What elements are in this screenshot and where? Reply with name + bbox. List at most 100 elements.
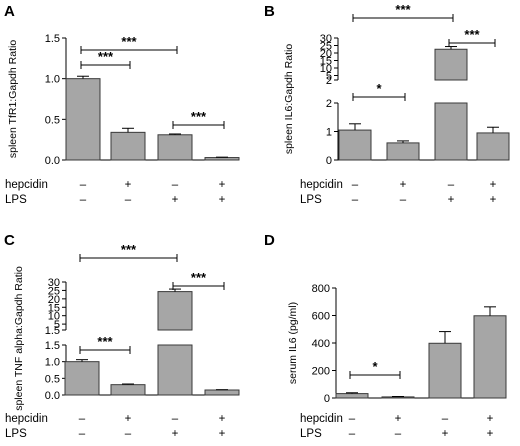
y-tick-label: 200 bbox=[312, 366, 330, 378]
condition-mark: – bbox=[125, 428, 132, 440]
y-tick-label: 1.0 bbox=[45, 74, 60, 86]
condition-label: hepcidin bbox=[300, 413, 343, 425]
significance-label: *** bbox=[395, 2, 411, 17]
condition-mark: – bbox=[448, 179, 455, 191]
significance-label: *** bbox=[98, 49, 114, 64]
significance-label: *** bbox=[121, 242, 137, 257]
bar bbox=[110, 384, 146, 396]
panel-letter: A bbox=[4, 3, 15, 20]
condition-mark: – bbox=[400, 194, 407, 206]
y-tick-label: 0 bbox=[326, 155, 332, 167]
bar bbox=[204, 157, 240, 161]
bar bbox=[428, 342, 462, 399]
condition-mark: – bbox=[79, 413, 86, 425]
condition-label: hepcidin bbox=[300, 179, 343, 191]
bar bbox=[476, 132, 510, 161]
condition-mark: – bbox=[352, 179, 359, 191]
significance-label: *** bbox=[191, 270, 207, 285]
condition-mark: + bbox=[219, 428, 226, 440]
condition-mark: – bbox=[442, 413, 449, 425]
y-tick-label: 2 bbox=[326, 98, 332, 110]
y-tick-label: 1.5 bbox=[45, 325, 60, 337]
y-tick-label: 0.0 bbox=[45, 155, 60, 167]
y-tick-label: 15 bbox=[48, 302, 60, 314]
condition-mark: + bbox=[172, 428, 179, 440]
condition-label: hepcidin bbox=[5, 179, 48, 191]
y-tick-label: 1 bbox=[326, 127, 332, 139]
significance-label: * bbox=[376, 81, 382, 96]
y-tick-label: 25 bbox=[48, 285, 60, 297]
y-tick-label: 10 bbox=[48, 311, 60, 323]
y-axis-label: serum IL6 (pg/ml) bbox=[287, 302, 299, 384]
y-tick-label: 30 bbox=[48, 277, 60, 289]
condition-mark: – bbox=[80, 179, 87, 191]
bar-upper-segment bbox=[434, 48, 468, 81]
condition-mark: + bbox=[442, 428, 449, 440]
condition-mark: + bbox=[125, 413, 132, 425]
y-tick-label: 1.5 bbox=[45, 33, 60, 45]
y-tick-label: 0.0 bbox=[45, 390, 60, 402]
y-tick-label: 1.0 bbox=[45, 357, 60, 369]
condition-mark: + bbox=[487, 428, 494, 440]
y-tick-label: 1.5 bbox=[45, 340, 60, 352]
y-tick-label: 800 bbox=[312, 283, 330, 295]
panel-letter: B bbox=[264, 3, 275, 20]
bar bbox=[157, 134, 193, 161]
bar-upper-segment bbox=[157, 291, 193, 331]
condition-mark: – bbox=[80, 194, 87, 206]
condition-mark: – bbox=[79, 428, 86, 440]
y-tick-label: 10 bbox=[320, 63, 332, 75]
panel-letter: C bbox=[4, 232, 15, 249]
condition-mark: – bbox=[352, 194, 359, 206]
bar bbox=[157, 344, 193, 396]
y-tick-label: 0.5 bbox=[45, 373, 60, 385]
bar bbox=[335, 393, 369, 399]
y-tick-label: 20 bbox=[320, 48, 332, 60]
y-tick-label: 600 bbox=[312, 311, 330, 323]
bar bbox=[434, 102, 468, 161]
condition-label: hepcidin bbox=[5, 413, 48, 425]
bar bbox=[65, 78, 101, 161]
condition-mark: – bbox=[172, 179, 179, 191]
condition-mark: + bbox=[395, 413, 402, 425]
significance-label: * bbox=[372, 359, 378, 374]
condition-mark: + bbox=[219, 413, 226, 425]
bar bbox=[473, 315, 507, 399]
condition-mark: + bbox=[219, 179, 226, 191]
condition-label: LPS bbox=[300, 194, 322, 206]
condition-mark: + bbox=[172, 194, 179, 206]
condition-mark: + bbox=[490, 194, 497, 206]
panel-letter: D bbox=[264, 232, 275, 249]
condition-mark: + bbox=[125, 179, 132, 191]
significance-label: *** bbox=[191, 109, 207, 124]
significance-label: *** bbox=[121, 34, 137, 49]
y-tick-label: 15 bbox=[320, 56, 332, 68]
condition-mark: + bbox=[400, 179, 407, 191]
condition-mark: + bbox=[448, 194, 455, 206]
bar bbox=[338, 129, 372, 161]
y-tick-label: 0.5 bbox=[45, 114, 60, 126]
y-tick-label: 30 bbox=[320, 33, 332, 45]
bar bbox=[64, 361, 100, 396]
y-tick-label: 2 bbox=[326, 75, 332, 87]
condition-mark: – bbox=[395, 428, 402, 440]
y-tick-label: 0 bbox=[324, 393, 330, 405]
condition-mark: + bbox=[487, 413, 494, 425]
y-tick-label: 5 bbox=[326, 71, 332, 83]
bar bbox=[110, 131, 146, 161]
y-tick-label: 25 bbox=[320, 41, 332, 53]
condition-label: LPS bbox=[300, 428, 322, 440]
condition-mark: – bbox=[172, 413, 179, 425]
y-axis-label: spleen IL6:Gapdh Ratio bbox=[283, 44, 295, 154]
y-axis-label: spleen TNF alpha:Gapdh Ratio bbox=[13, 266, 25, 411]
y-tick-label: 5 bbox=[54, 319, 60, 331]
condition-mark: – bbox=[349, 413, 356, 425]
condition-mark: – bbox=[125, 194, 132, 206]
condition-label: LPS bbox=[5, 428, 27, 440]
y-axis-label: spleen TfR1:Gapdh Ratio bbox=[7, 40, 19, 158]
